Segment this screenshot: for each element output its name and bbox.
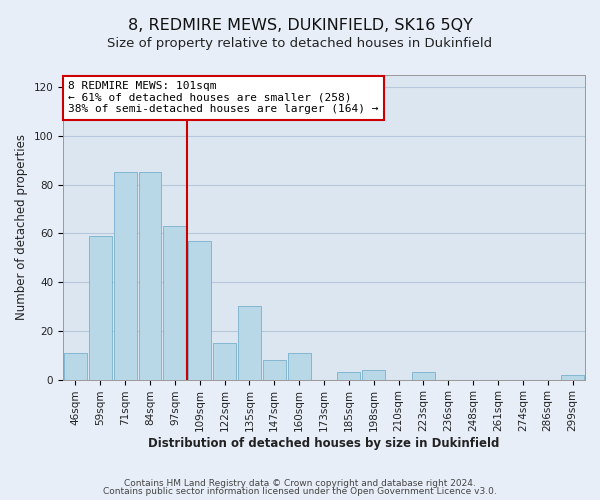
Bar [89, 236, 112, 380]
Text: Size of property relative to detached houses in Dukinfield: Size of property relative to detached ho… [107, 38, 493, 51]
Bar [163, 226, 187, 380]
Text: 8 REDMIRE MEWS: 101sqm
← 61% of detached houses are smaller (258)
38% of semi-de: 8 REDMIRE MEWS: 101sqm ← 61% of detached… [68, 81, 379, 114]
Bar [114, 172, 137, 380]
Bar [337, 372, 361, 380]
Bar [561, 374, 584, 380]
Bar [263, 360, 286, 380]
Bar [64, 353, 87, 380]
Text: Contains HM Land Registry data © Crown copyright and database right 2024.: Contains HM Land Registry data © Crown c… [124, 478, 476, 488]
X-axis label: Distribution of detached houses by size in Dukinfield: Distribution of detached houses by size … [148, 437, 500, 450]
Bar [139, 172, 161, 380]
Bar [238, 306, 261, 380]
Bar [288, 353, 311, 380]
Bar [188, 240, 211, 380]
Text: 8, REDMIRE MEWS, DUKINFIELD, SK16 5QY: 8, REDMIRE MEWS, DUKINFIELD, SK16 5QY [128, 18, 472, 32]
Bar [362, 370, 385, 380]
Y-axis label: Number of detached properties: Number of detached properties [15, 134, 28, 320]
Text: Contains public sector information licensed under the Open Government Licence v3: Contains public sector information licen… [103, 487, 497, 496]
Bar [412, 372, 435, 380]
Bar [213, 343, 236, 380]
